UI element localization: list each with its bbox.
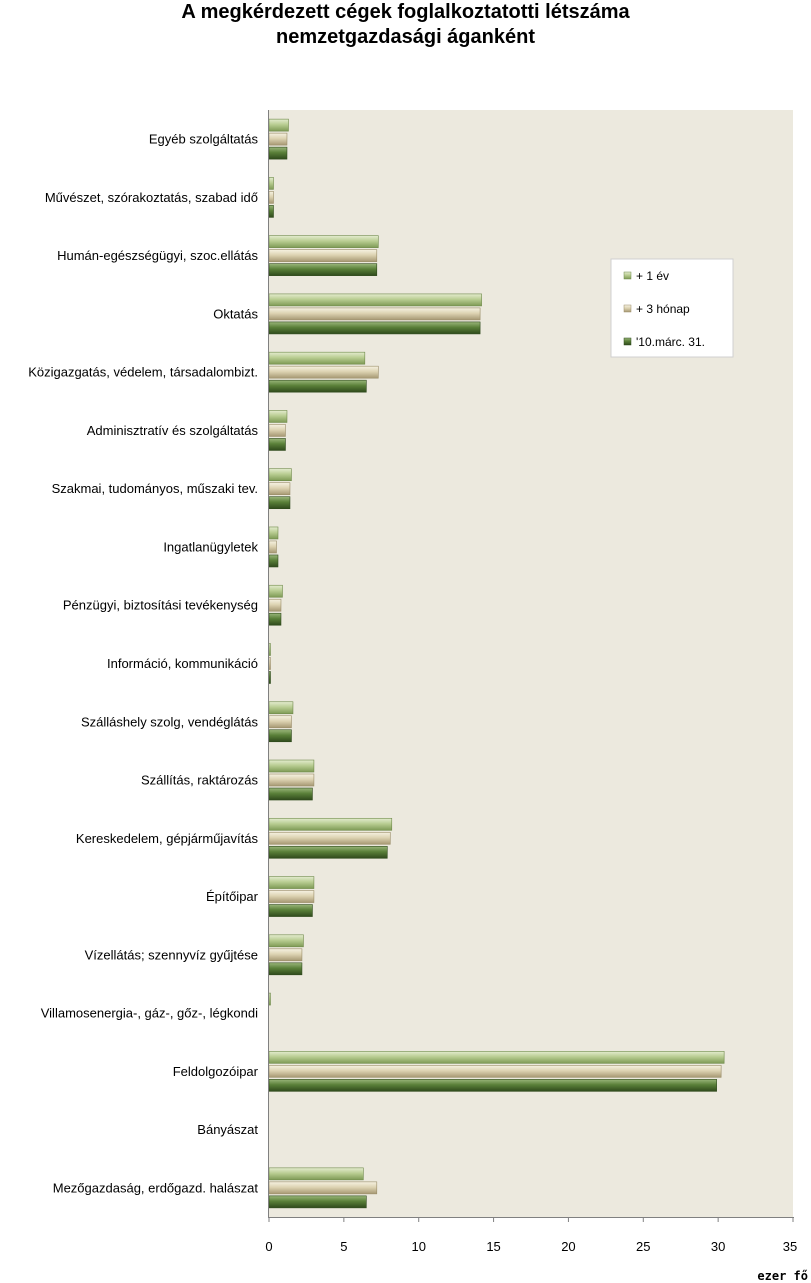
bar-human-egeszsegugyi-szoc-ellatas-series-2	[268, 249, 378, 262]
category-label-szakmai-tudomanyos-muszaki-tev: Szakmai, tudományos, műszaki tev.	[52, 481, 258, 496]
bar-vizellatas-szennyviz-gyujtese-series-1	[268, 934, 304, 948]
bar-informacio-kommunikacio-series-3	[268, 671, 271, 684]
bar-epitoipar-series-3	[268, 904, 313, 917]
bar-adminisztrativ-es-szolgaltatas-series-2	[268, 424, 286, 437]
bar-informacio-kommunikacio-series-1	[268, 643, 271, 656]
bar-szakmai-tudomanyos-muszaki-tev-series-3	[268, 496, 291, 510]
bar-ingatlanugyletek-series-3	[268, 554, 279, 568]
bar-szakmai-tudomanyos-muszaki-tev-series-2	[268, 482, 291, 496]
x-tick-label-20: 20	[561, 1239, 575, 1254]
bar-egyeb-szolgaltatas-series-2	[268, 132, 288, 146]
bar-adminisztrativ-es-szolgaltatas-series-3	[268, 438, 286, 451]
bar-szakmai-tudomanyos-muszaki-tev-series-1	[268, 468, 292, 482]
x-tick-label-5: 5	[340, 1239, 347, 1254]
bar-vizellatas-szennyviz-gyujtese-series-3	[268, 962, 303, 976]
x-tick-label-25: 25	[636, 1239, 650, 1254]
category-label-vizellatas-szennyviz-gyujtese: Vízellátás; szennyvíz gyűjtése	[85, 947, 258, 962]
unit-label: ezer fő	[757, 1269, 808, 1283]
bar-kozigazgatas-vedelem-tarsadalombizt-series-2	[268, 365, 379, 379]
bar-egyeb-szolgaltatas-series-1	[268, 118, 289, 132]
bar-kozigazgatas-vedelem-tarsadalombizt-series-1	[268, 351, 366, 365]
x-axis-ticks: 0 5 10 15 20 25 30 35	[265, 1217, 797, 1254]
x-tick-label-35: 35	[783, 1239, 797, 1254]
category-label-penzugyi-biztositasi-tevekenyseg: Pénzügyi, biztosítási tevékenység	[63, 598, 258, 613]
category-label-szallitas-raktarozas: Szállítás, raktározás	[141, 773, 259, 788]
legend-label-plus-3-honap: + 3 hónap	[636, 302, 690, 316]
bar-feldolgozoipar-series-1	[268, 1051, 725, 1064]
category-labels: Egyéb szolgáltatás Művészet, szórakoztatá…	[28, 132, 258, 1196]
bar-adminisztrativ-es-szolgaltatas-series-1	[268, 410, 288, 423]
bar-informacio-kommunikacio-series-2	[268, 657, 271, 670]
category-label-kozigazgatas-vedelem-tarsadalombizt: Közigazgatás, védelem, társadalombizt.	[28, 365, 258, 380]
bar-mezogazdasag-erdogazd-halaszat-series-3	[268, 1195, 367, 1209]
category-label-epitoipar: Építőipar	[206, 889, 259, 904]
legend: + 1 év + 3 hónap '10.márc. 31.	[610, 258, 734, 358]
category-label-egyeb-szolgaltatas: Egyéb szolgáltatás	[149, 132, 259, 147]
bar-muveszet-szorakoztatas-szabad-ido-series-2	[268, 191, 274, 204]
category-label-human-egeszsegugyi-szoc-ellatas: Humán-egészségügyi, szoc.ellátás	[57, 248, 258, 263]
bar-muveszet-szorakoztatas-szabad-ido-series-1	[268, 177, 274, 190]
category-label-feldolgozoipar: Feldolgozóipar	[173, 1064, 259, 1079]
bar-szallitas-raktarozas-series-2	[268, 773, 315, 787]
category-label-banyaszat: Bányászat	[197, 1122, 258, 1137]
bar-feldolgozoipar-series-2	[268, 1065, 722, 1078]
bar-muveszet-szorakoztatas-szabad-ido-series-3	[268, 205, 274, 218]
category-label-villamosenergia-gaz-goz-legkondi: Villamosenergia-, gáz-, gőz-, légkondi	[41, 1006, 258, 1021]
bar-penzugyi-biztositasi-tevekenyseg-series-3	[268, 612, 282, 626]
category-label-informacio-kommunikacio: Információ, kommunikáció	[107, 656, 258, 671]
bar-szallashely-szolg-vendeglatas-series-1	[268, 701, 294, 715]
bar-szallitas-raktarozas-series-3	[268, 787, 313, 801]
legend-swatch-plus-1-ev	[623, 271, 632, 280]
category-label-kereskedelem-gepjarmujavitas: Kereskedelem, gépjárműjavítás	[76, 831, 259, 846]
bar-szallashely-szolg-vendeglatas-series-2	[268, 715, 292, 729]
chart-title-line-2: nemzetgazdasági áganként	[276, 26, 535, 48]
category-label-adminisztrativ-es-szolgaltatas: Adminisztratív és szolgáltatás	[87, 423, 259, 438]
x-tick-label-15: 15	[486, 1239, 500, 1254]
bar-epitoipar-series-1	[268, 876, 315, 889]
bar-vizellatas-szennyviz-gyujtese-series-2	[268, 948, 303, 962]
bar-feldolgozoipar-series-3	[268, 1079, 717, 1092]
chart-title-line-1: A megkérdezett cégek foglalkoztatotti lé…	[181, 1, 630, 23]
bar-mezogazdasag-erdogazd-halaszat-series-2	[268, 1181, 378, 1195]
bar-ingatlanugyletek-series-1	[268, 526, 279, 540]
bar-kozigazgatas-vedelem-tarsadalombizt-series-3	[268, 379, 367, 393]
legend-label-plus-1-ev: + 1 év	[636, 269, 669, 283]
x-tick-label-30: 30	[711, 1239, 725, 1254]
bar-oktatas-series-2	[268, 307, 481, 321]
x-tick-label-10: 10	[411, 1239, 425, 1254]
bar-human-egeszsegugyi-szoc-ellatas-series-3	[268, 263, 378, 276]
bar-mezogazdasag-erdogazd-halaszat-series-1	[268, 1167, 364, 1181]
legend-label-marc-31: '10.márc. 31.	[636, 335, 705, 349]
bar-villamosenergia-gaz-goz-legkondi-series-1	[268, 992, 271, 1006]
x-tick-label-0: 0	[265, 1239, 272, 1254]
legend-swatch-plus-3-honap	[623, 304, 632, 313]
bars-layer	[268, 118, 725, 1209]
bar-egyeb-szolgaltatas-series-3	[268, 146, 288, 160]
legend-swatch-marc-31	[623, 337, 632, 346]
bar-kereskedelem-gepjarmujavitas-series-3	[268, 845, 388, 859]
chart-title: A megkérdezett cégek foglalkoztatotti lé…	[0, 0, 811, 50]
bar-szallashely-szolg-vendeglatas-series-3	[268, 729, 292, 743]
legend-box	[610, 258, 734, 358]
category-label-mezogazdasag-erdogazd-halaszat: Mezőgazdaság, erdőgazd. halászat	[53, 1180, 259, 1195]
bar-penzugyi-biztositasi-tevekenyseg-series-1	[268, 584, 283, 598]
bar-szallitas-raktarozas-series-1	[268, 759, 315, 773]
category-label-szallashely-szolg-vendeglatas: Szálláshely szolg, vendéglátás	[81, 714, 259, 729]
category-label-muveszet-szorakoztatas-szabad-ido: Művészet, szórakoztatás, szabad idő	[45, 190, 258, 205]
category-label-oktatas: Oktatás	[213, 306, 258, 321]
bar-kereskedelem-gepjarmujavitas-series-2	[268, 831, 391, 845]
bar-epitoipar-series-2	[268, 890, 315, 903]
bar-penzugyi-biztositasi-tevekenyseg-series-2	[268, 598, 282, 612]
category-label-ingatlanugyletek: Ingatlanügyletek	[163, 539, 258, 554]
bar-kereskedelem-gepjarmujavitas-series-1	[268, 817, 393, 831]
bar-oktatas-series-1	[268, 293, 482, 307]
bar-human-egeszsegugyi-szoc-ellatas-series-1	[268, 235, 379, 248]
bar-ingatlanugyletek-series-2	[268, 540, 277, 554]
bar-oktatas-series-3	[268, 321, 481, 335]
